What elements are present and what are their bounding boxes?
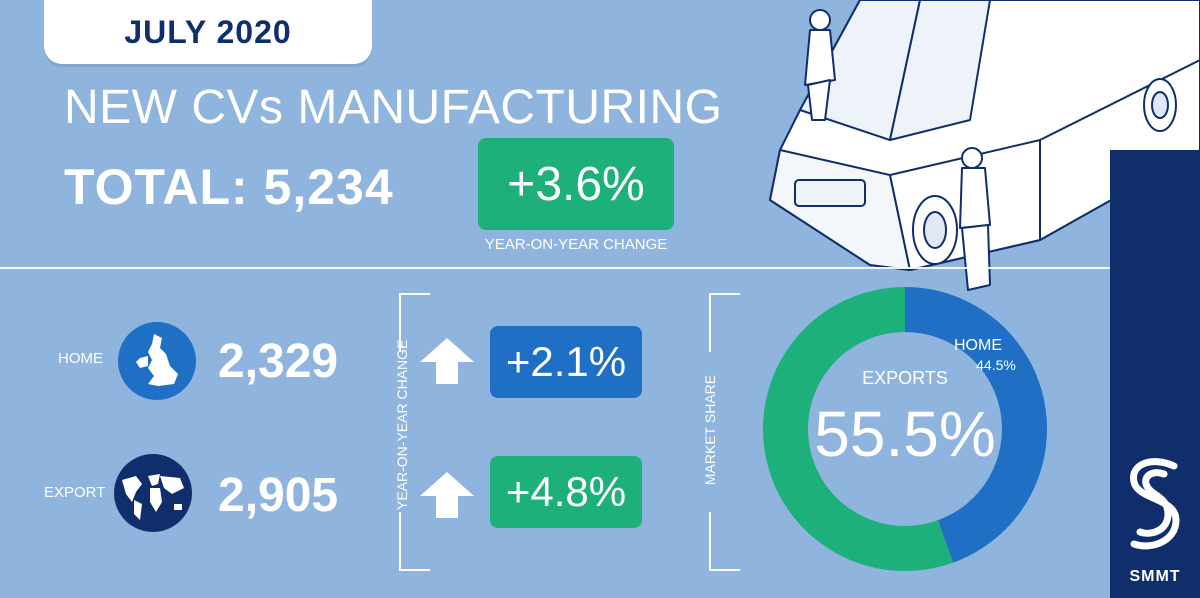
export-up-arrow-icon: [420, 472, 474, 518]
home-value: 2,329: [218, 335, 339, 388]
page-title: NEW CVs MANUFACTURING: [64, 81, 723, 134]
total-change-badge: +3.6%: [478, 138, 674, 230]
smmt-logo-icon: [1130, 458, 1180, 550]
section-divider: [0, 267, 1110, 269]
world-map-icon: [114, 454, 192, 532]
yoy-vertical-label: YEAR-ON-YEAR CHANGE: [394, 339, 410, 510]
yoy-bracket: [399, 293, 430, 571]
market-share-donut-chart: EXPORTS 55.5% HOME 44.5%: [763, 287, 1047, 571]
home-slice-value: 44.5%: [976, 357, 1016, 373]
export-change-badge: +4.8%: [490, 456, 642, 528]
home-slice-label: HOME: [954, 337, 1002, 354]
total-value: TOTAL: 5,234: [64, 159, 394, 215]
home-label: HOME: [58, 350, 103, 367]
van-illustration-icon: [769, 0, 1200, 291]
exports-slice-value: 55.5%: [814, 398, 995, 470]
home-change-badge: +2.1%: [490, 326, 642, 398]
export-label: EXPORT: [44, 484, 106, 501]
market-share-bracket: [709, 293, 740, 571]
brand-panel: [1110, 150, 1200, 598]
uk-map-icon: [118, 322, 196, 400]
total-change-caption: YEAR-ON-YEAR CHANGE: [484, 236, 668, 253]
month-badge: JULY 2020: [44, 0, 372, 64]
donut-slice-exports: [763, 287, 954, 571]
brand-name: SMMT: [1129, 568, 1181, 585]
donut-slice-home: [905, 287, 1047, 563]
market-share-label: MARKET SHARE: [702, 374, 718, 486]
home-up-arrow-icon: [420, 338, 474, 384]
exports-slice-label: EXPORTS: [862, 368, 948, 388]
export-value: 2,905: [218, 469, 339, 522]
